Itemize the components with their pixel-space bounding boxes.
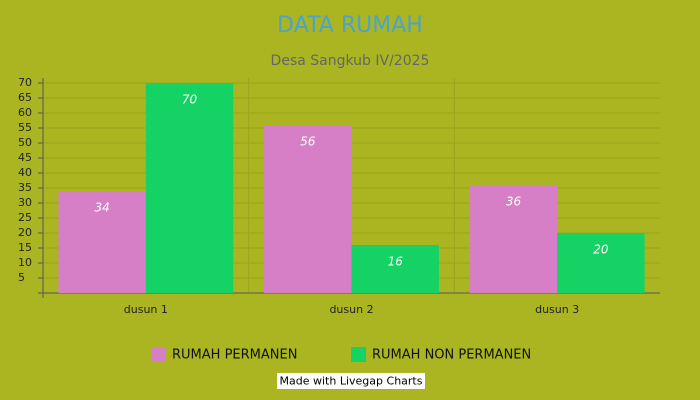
y-tick-label: 10 — [18, 256, 32, 269]
value-label: 56 — [300, 135, 316, 149]
y-tick-label: 55 — [18, 121, 32, 134]
credit: Made with Livegap Charts — [280, 375, 423, 388]
bar — [351, 245, 439, 293]
y-tick-label: 20 — [18, 226, 32, 239]
bar — [469, 185, 558, 293]
legend-swatch — [351, 347, 366, 362]
y-tick-label: 5 — [18, 271, 25, 284]
legend-label: RUMAH PERMANEN — [172, 348, 297, 363]
bar — [557, 233, 645, 293]
y-tick-label: 35 — [18, 181, 32, 194]
bar — [264, 125, 352, 293]
credit-box — [277, 373, 425, 389]
legend-swatch — [151, 347, 166, 362]
x-tick-label: dusun 2 — [329, 303, 373, 316]
chart-title: DATA RUMAH — [277, 13, 423, 38]
value-label: 16 — [388, 255, 404, 269]
bar — [58, 191, 146, 293]
y-tick-label: 40 — [18, 166, 32, 179]
value-label: 36 — [506, 195, 522, 209]
value-label: 70 — [182, 93, 198, 107]
x-tick-label: dusun 3 — [535, 303, 579, 316]
y-tick-label: 65 — [18, 91, 32, 104]
value-label: 34 — [94, 201, 109, 215]
y-tick-label: 25 — [18, 211, 32, 224]
chart-subtitle: Desa Sangkub IV/2025 — [271, 53, 430, 69]
y-tick-label: 45 — [18, 151, 32, 164]
y-tick-label: 50 — [18, 136, 32, 149]
y-tick-label: 70 — [18, 76, 32, 89]
x-tick-label: dusun 1 — [124, 303, 168, 316]
value-label: 20 — [593, 243, 609, 257]
y-tick-label: 60 — [18, 106, 32, 119]
y-tick-label: 30 — [18, 196, 32, 209]
bar — [145, 83, 234, 293]
legend-label: RUMAH NON PERMANEN — [372, 348, 531, 363]
y-tick-label: 15 — [18, 241, 32, 254]
